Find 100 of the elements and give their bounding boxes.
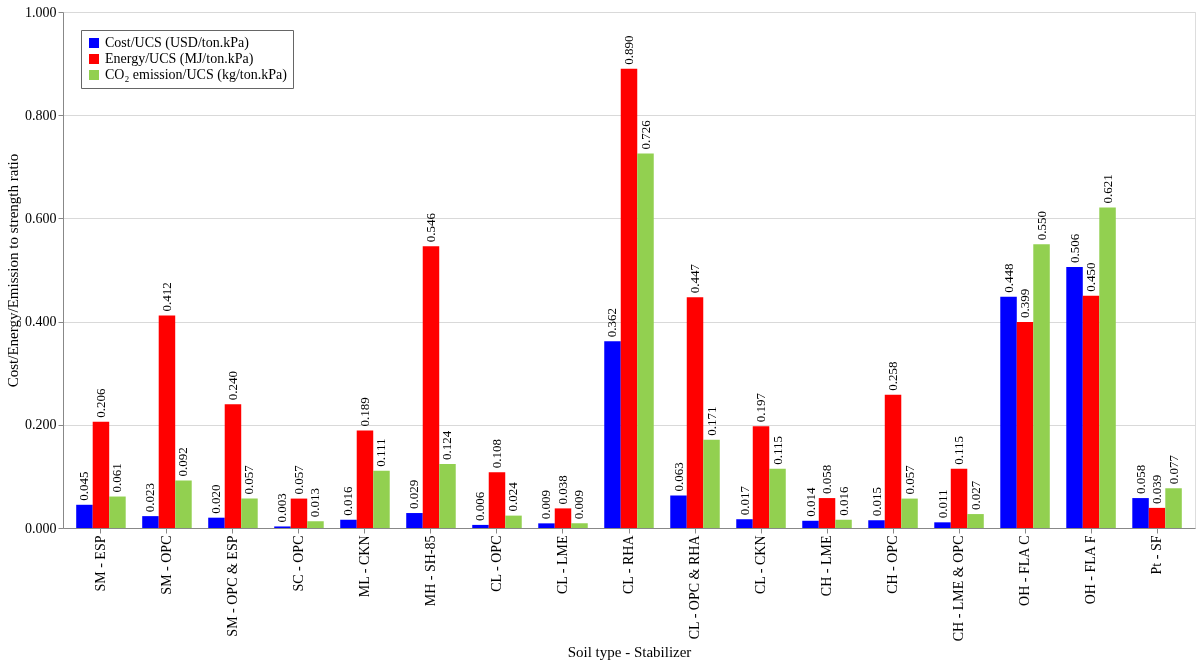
bar [934, 522, 951, 528]
bar [1099, 207, 1116, 528]
data-label: 0.009 [538, 490, 554, 520]
data-label: 0.240 [224, 370, 240, 401]
data-label: 0.058 [1132, 464, 1148, 495]
bar [950, 468, 968, 528]
data-label: 0.057 [290, 464, 306, 495]
bar [488, 472, 506, 528]
bar [818, 498, 836, 528]
bar [109, 496, 126, 528]
bar [703, 439, 720, 528]
data-label: 0.546 [422, 212, 438, 243]
bar [901, 498, 918, 528]
bar [736, 519, 753, 528]
bar [670, 495, 687, 528]
bar [505, 515, 522, 528]
x-tick-label: SC - OPC [290, 535, 306, 592]
bar [208, 517, 225, 528]
x-tick-label: SM - OPC & ESP [224, 535, 240, 637]
x-tick-label: CH - LME & OPC [951, 535, 967, 642]
data-label: 0.015 [868, 487, 884, 517]
y-tick-label: 1.000 [25, 4, 57, 20]
data-label: 0.092 [175, 447, 191, 477]
bar [1165, 488, 1182, 528]
x-tick-label: MH - SH-85 [422, 535, 438, 607]
data-label: 0.115 [951, 435, 967, 465]
bar [1148, 507, 1166, 528]
x-tick-label: SM - ESP [92, 535, 108, 592]
legend-label: CO₂ emission/UCS (kg/ton.kPa) [105, 67, 288, 83]
data-label: 0.362 [604, 307, 620, 338]
data-label: 0.058 [819, 464, 835, 495]
data-label: 0.197 [753, 392, 769, 423]
data-label: 0.029 [406, 479, 422, 510]
bar [1066, 266, 1083, 528]
data-label: 0.171 [703, 406, 719, 436]
y-tick-label: 0.400 [25, 314, 57, 330]
data-label: 0.017 [736, 485, 752, 516]
y-tick-label: 0.000 [25, 520, 57, 536]
data-label: 0.412 [158, 282, 174, 312]
y-tick-label: 0.600 [25, 210, 57, 226]
x-tick-label: ML - CKN [356, 535, 372, 598]
bar [769, 468, 786, 528]
bar [868, 520, 885, 528]
data-label: 0.206 [92, 387, 108, 418]
data-label: 0.023 [142, 482, 158, 513]
x-tick-label: CL - OPC & RHA [687, 534, 703, 640]
bar [307, 521, 324, 528]
data-label: 0.061 [109, 463, 125, 493]
bar [422, 246, 440, 528]
data-label: 0.447 [687, 263, 703, 294]
data-label: 0.399 [1017, 288, 1033, 319]
bar [175, 480, 192, 528]
x-axis-title: Soil type - Stabilizer [567, 644, 692, 661]
legend-label: Cost/UCS (USD/ton.kPa) [105, 35, 250, 51]
data-label: 0.111 [373, 438, 389, 467]
bar [290, 498, 308, 528]
bar [406, 513, 423, 528]
bar [752, 426, 770, 528]
bar [340, 519, 357, 528]
bar [1033, 244, 1050, 528]
data-label: 0.108 [488, 439, 504, 469]
data-label: 0.016 [835, 485, 851, 516]
data-label: 0.024 [505, 481, 521, 512]
x-tick-label: CL - LME [554, 535, 570, 595]
bar [1016, 322, 1034, 528]
bar [620, 68, 638, 528]
x-tick-label: CL - OPC [488, 535, 504, 592]
data-label: 0.115 [769, 435, 785, 465]
bar [92, 421, 110, 528]
bar [571, 523, 588, 528]
bar [835, 519, 852, 528]
data-label: 0.014 [802, 487, 818, 517]
data-label: 0.124 [439, 430, 455, 461]
bar [356, 430, 374, 528]
x-tick-label: CH - LME [819, 535, 835, 597]
bar [604, 341, 621, 528]
x-tick-label: OH - FLA C [1017, 535, 1033, 606]
data-label: 0.189 [356, 397, 372, 427]
y-tick-label: 0.800 [25, 107, 57, 123]
data-label: 0.726 [637, 119, 653, 150]
data-label: 0.077 [1165, 454, 1181, 485]
data-label: 0.063 [670, 462, 686, 492]
data-label: 0.450 [1083, 262, 1099, 292]
bar [637, 153, 654, 528]
data-label: 0.258 [885, 361, 901, 391]
data-label: 0.506 [1066, 233, 1082, 263]
bar [472, 524, 489, 528]
x-tick-label: CL - CKN [753, 535, 769, 595]
bar [802, 520, 819, 528]
x-tick-label: SM - OPC [158, 535, 174, 595]
bar [884, 394, 902, 528]
bar [241, 498, 258, 528]
bar [967, 514, 984, 528]
bar [373, 470, 390, 528]
bar [76, 504, 93, 528]
data-label: 0.013 [307, 488, 323, 518]
data-label: 0.057 [241, 464, 257, 495]
data-label: 0.006 [472, 491, 488, 521]
data-label: 0.020 [208, 484, 224, 514]
legend-label: Energy/UCS (MJ/ton.kPa) [105, 51, 254, 67]
